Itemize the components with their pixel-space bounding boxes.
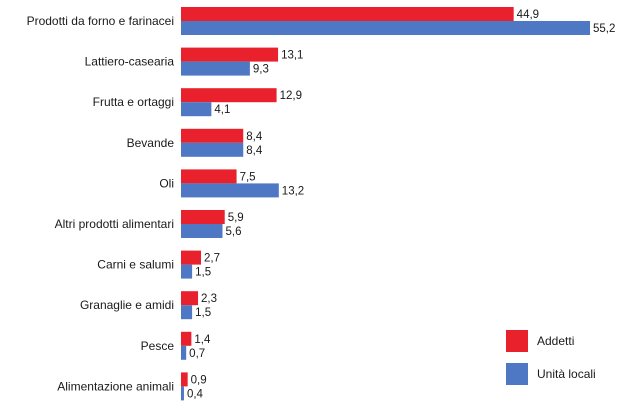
category-label-alimentazione-animali: Alimentazione animali (57, 379, 174, 393)
category-label-granaglie-e-amidi: Granaglie e amidi (80, 298, 174, 312)
legend-swatch-unita-locali (506, 363, 528, 385)
bar-addetti-altri-prodotti-alimentari (181, 210, 225, 224)
bar-addetti-oli (181, 169, 237, 184)
value-label-addetti-frutta-e-ortaggi: 12,9 (280, 90, 302, 102)
bar-addetti-lattiero-casearia (181, 47, 279, 62)
value-label-unita-locali-carni-e-salumi: 1,5 (195, 267, 211, 279)
legend-swatch-addetti (506, 330, 528, 352)
value-label-addetti-lattiero-casearia: 13,1 (281, 50, 303, 62)
bar-unita-locali-pesce (181, 345, 187, 360)
bars-layer (181, 7, 590, 401)
bar-addetti-prodotti-da-forno-e-farinacei (181, 7, 514, 21)
value-label-addetti-oli: 7,5 (240, 171, 256, 183)
bar-unita-locali-lattiero-casearia (181, 61, 250, 76)
bar-unita-locali-alimentazione-animali (181, 386, 184, 401)
legend: Addetti Unità locali (506, 330, 596, 385)
category-label-bevande: Bevande (127, 136, 175, 150)
bar-addetti-bevande (181, 128, 244, 143)
value-label-addetti-alimentazione-animali: 0,9 (191, 374, 207, 386)
value-label-unita-locali-altri-prodotti-alimentari: 5,6 (225, 226, 241, 238)
legend-label-addetti: Addetti (537, 334, 574, 348)
category-label-frutta-e-ortaggi: Frutta e ortaggi (93, 95, 174, 109)
bar-addetti-frutta-e-ortaggi (181, 88, 277, 103)
category-label-pesce: Pesce (141, 339, 175, 353)
category-label-carni-e-salumi: Carni e salumi (97, 258, 174, 272)
value-label-addetti-altri-prodotti-alimentari: 5,9 (228, 212, 244, 224)
value-label-unita-locali-oli: 13,2 (282, 185, 304, 197)
value-label-addetti-prodotti-da-forno-e-farinacei: 44,9 (517, 9, 539, 21)
bar-addetti-pesce (181, 331, 192, 346)
value-label-addetti-pesce: 1,4 (194, 334, 211, 346)
bar-unita-locali-oli (181, 183, 279, 198)
category-label-lattiero-casearia: Lattiero-casearia (85, 55, 175, 69)
category-label-oli: Oli (159, 176, 174, 190)
bar-unita-locali-bevande (181, 142, 244, 157)
value-label-unita-locali-frutta-e-ortaggi: 4,1 (214, 104, 230, 116)
bar-unita-locali-prodotti-da-forno-e-farinacei (181, 21, 590, 35)
value-label-unita-locali-lattiero-casearia: 9,3 (253, 64, 269, 76)
value-label-unita-locali-bevande: 8,4 (246, 145, 263, 157)
value-label-unita-locali-pesce: 0,7 (189, 348, 205, 360)
value-label-addetti-bevande: 8,4 (246, 131, 263, 143)
category-label-prodotti-da-forno-e-farinacei: Prodotti da forno e farinacei (27, 14, 174, 28)
category-label-altri-prodotti-alimentari: Altri prodotti alimentari (55, 217, 174, 231)
value-label-unita-locali-prodotti-da-forno-e-farinacei: 55,2 (593, 23, 615, 35)
bar-addetti-carni-e-salumi (181, 250, 202, 265)
value-label-unita-locali-granaglie-e-amidi: 1,5 (195, 307, 211, 319)
value-label-unita-locali-alimentazione-animali: 0,4 (187, 388, 204, 400)
legend-label-unita-locali: Unità locali (537, 367, 596, 381)
bar-unita-locali-granaglie-e-amidi (181, 305, 193, 320)
value-label-addetti-granaglie-e-amidi: 2,3 (201, 293, 217, 305)
bar-unita-locali-carni-e-salumi (181, 264, 193, 279)
bar-addetti-granaglie-e-amidi (181, 291, 199, 306)
labels-layer: Prodotti da forno e farinacei 44,9 55,2 Lat… (27, 9, 616, 400)
bar-unita-locali-altri-prodotti-alimentari (181, 224, 223, 238)
bar-unita-locali-frutta-e-ortaggi (181, 102, 212, 117)
bar-addetti-alimentazione-animali (181, 372, 188, 387)
value-label-addetti-carni-e-salumi: 2,7 (204, 253, 220, 265)
